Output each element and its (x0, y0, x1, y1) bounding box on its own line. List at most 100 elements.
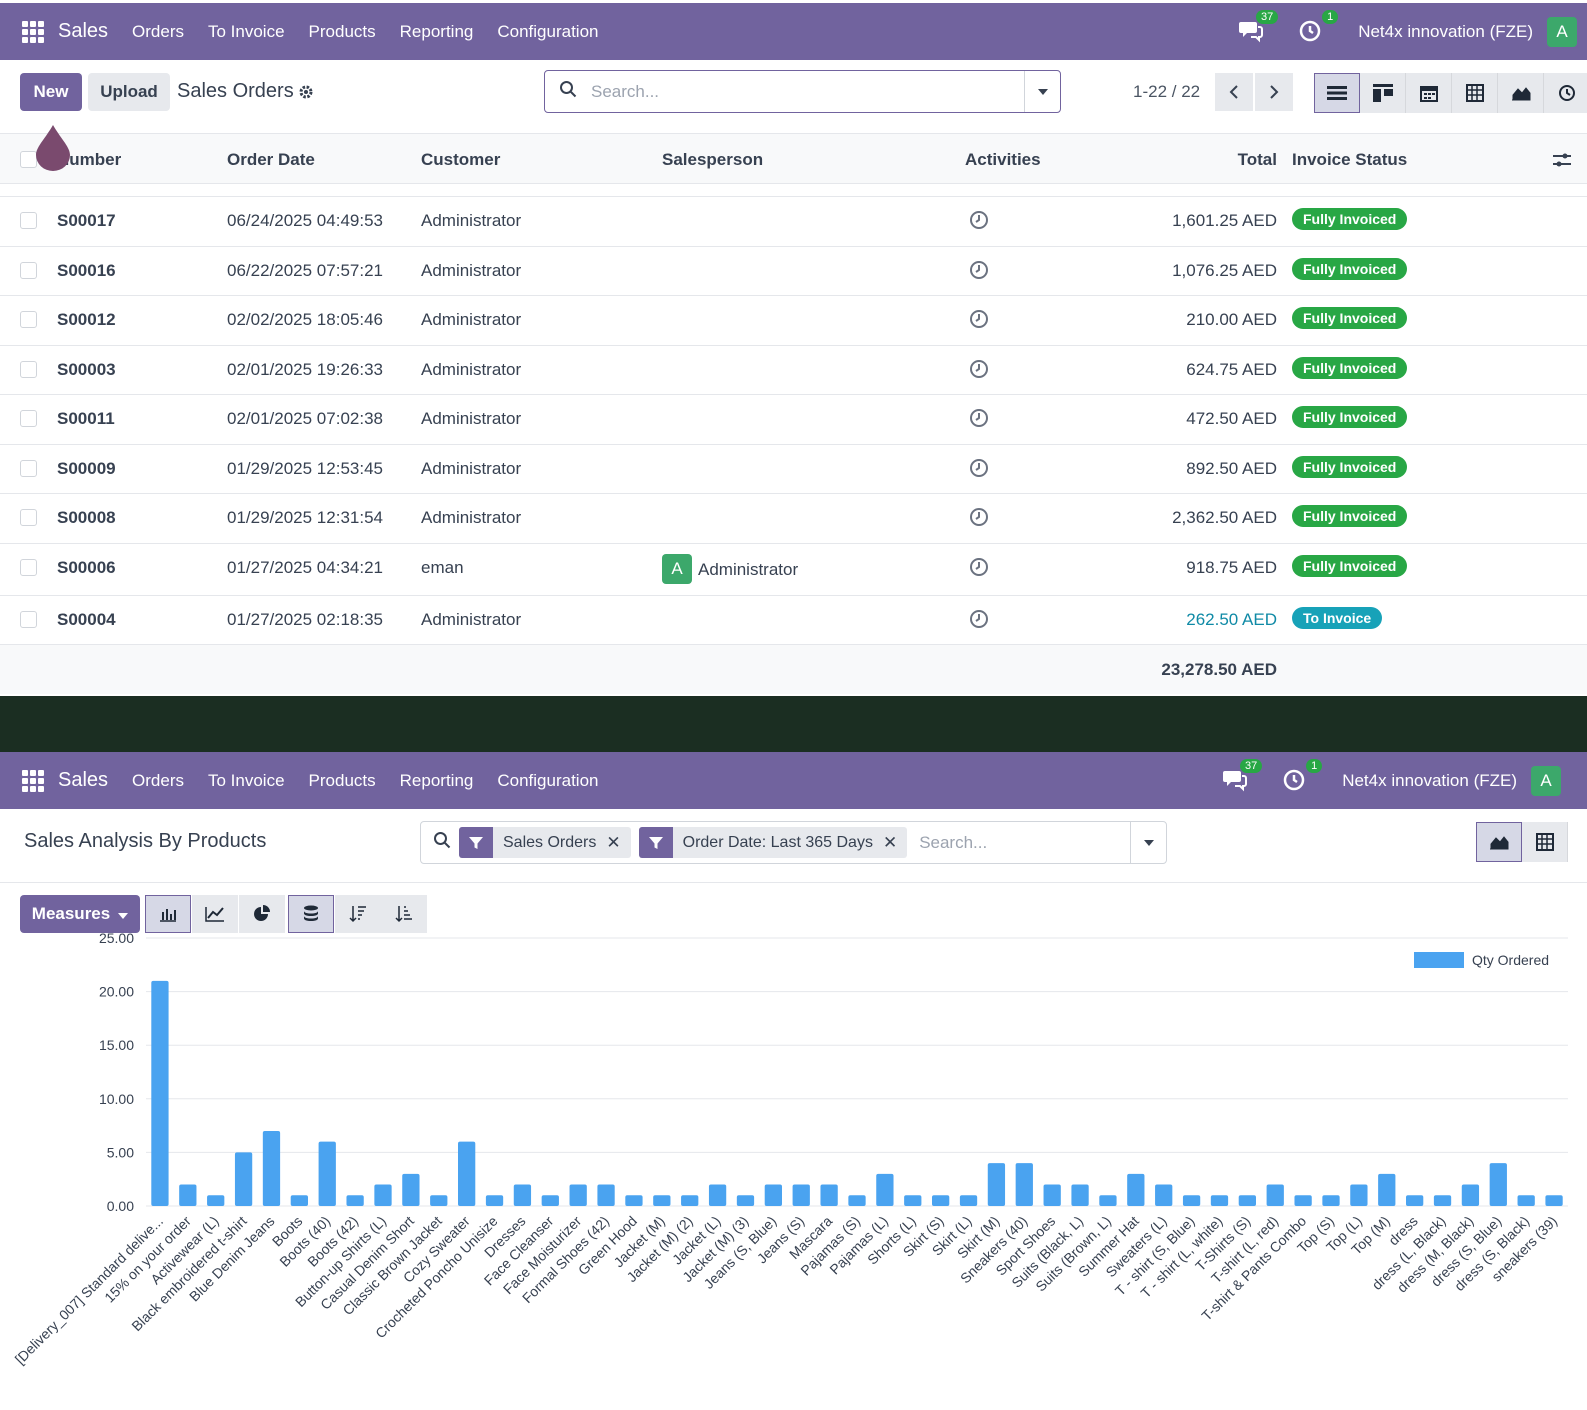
row-checkbox[interactable] (20, 410, 37, 427)
row-checkbox[interactable] (20, 509, 37, 526)
pivot-view-button[interactable] (1522, 822, 1568, 862)
bar-31[interactable] (1015, 1163, 1033, 1206)
table-row[interactable]: S00016 06/22/2025 07:57:21 Administrator 1,… (0, 247, 1587, 296)
row-checkbox[interactable] (20, 212, 37, 229)
menu-to-invoice[interactable]: To Invoice (208, 21, 285, 41)
legend-swatch[interactable] (1414, 952, 1464, 968)
column-order-date[interactable]: Order Date (227, 150, 315, 169)
menu-orders[interactable]: Orders (132, 21, 184, 41)
bar-49[interactable] (1517, 1195, 1535, 1206)
bar-40[interactable] (1266, 1184, 1284, 1206)
menu-to-invoice[interactable]: To Invoice (208, 770, 285, 790)
menu-reporting[interactable]: Reporting (399, 770, 474, 790)
bar-39[interactable] (1238, 1195, 1256, 1206)
bar-41[interactable] (1294, 1195, 1312, 1206)
menu-products[interactable]: Products (308, 770, 376, 790)
bar-16[interactable] (597, 1184, 615, 1206)
row-checkbox[interactable] (20, 360, 37, 378)
bar-2[interactable] (207, 1195, 225, 1206)
bar-23[interactable] (792, 1184, 810, 1206)
bar-29[interactable] (959, 1195, 978, 1206)
bar-37[interactable] (1182, 1195, 1201, 1206)
legend-label[interactable]: Qty Ordered (1472, 952, 1549, 968)
menu-products[interactable]: Products (308, 21, 376, 41)
table-row[interactable]: S00003 02/01/2025 19:26:33 Administrator 62… (0, 346, 1587, 395)
bar-11[interactable] (458, 1141, 476, 1206)
column-activities[interactable]: Activities (965, 150, 1041, 169)
table-row[interactable]: S00012 02/02/2025 18:05:46 Administrator 21… (0, 296, 1587, 346)
column-settings-icon[interactable] (1553, 152, 1571, 173)
graph-view-button[interactable] (1476, 822, 1522, 862)
list-view-button[interactable] (1314, 73, 1360, 113)
bar-27[interactable] (904, 1195, 922, 1206)
bar-26[interactable] (876, 1173, 894, 1206)
company-name[interactable]: Net4x innovation (FZE) (1358, 21, 1533, 41)
search-options-toggle[interactable] (1024, 71, 1060, 112)
column-customer[interactable]: Customer (421, 150, 501, 169)
activity-view-button[interactable] (1544, 73, 1587, 113)
sort-ascending-button[interactable] (381, 895, 427, 933)
activity-clock-icon[interactable] (969, 359, 989, 384)
bar-0[interactable] (151, 980, 169, 1206)
bar-22[interactable] (764, 1184, 782, 1206)
table-row[interactable]: S00009 01/29/2025 12:53:45 Administrator 89… (0, 445, 1587, 494)
pie-chart-button[interactable] (239, 895, 285, 933)
table-row[interactable]: S00011 02/01/2025 07:02:38 Administrator 47… (0, 395, 1587, 445)
column-invoice-status[interactable]: Invoice Status (1292, 150, 1408, 169)
search-input[interactable]: Search... (919, 832, 988, 852)
search-options-toggle[interactable] (1130, 822, 1166, 863)
bar-4[interactable] (262, 1130, 281, 1206)
menu-configuration[interactable]: Configuration (497, 770, 599, 790)
bar-25[interactable] (848, 1195, 866, 1206)
bar-14[interactable] (541, 1195, 559, 1206)
activity-clock-icon[interactable] (969, 609, 989, 634)
activities-clock-icon[interactable]: 1 (1298, 9, 1339, 45)
app-brand[interactable]: Sales (58, 20, 109, 42)
measures-button[interactable]: Measures (20, 895, 140, 933)
line-chart-button[interactable] (192, 895, 238, 933)
activity-clock-icon[interactable] (969, 210, 989, 235)
company-name[interactable]: Net4x innovation (FZE) (1342, 770, 1517, 790)
bar-18[interactable] (653, 1195, 671, 1206)
menu-configuration[interactable]: Configuration (497, 21, 599, 41)
bar-38[interactable] (1210, 1195, 1229, 1206)
apps-grid-icon[interactable] (22, 20, 44, 43)
bar-48[interactable] (1489, 1163, 1507, 1206)
select-all-checkbox[interactable] (20, 151, 37, 168)
menu-reporting[interactable]: Reporting (399, 21, 474, 41)
table-row[interactable]: S00017 06/24/2025 04:49:53 Administrator 1,… (0, 197, 1587, 247)
row-checkbox[interactable] (20, 261, 37, 279)
row-checkbox[interactable] (20, 459, 37, 477)
bar-21[interactable] (736, 1195, 755, 1206)
row-checkbox[interactable] (20, 610, 37, 628)
bar-chart-button[interactable] (145, 895, 191, 933)
activity-clock-icon[interactable] (969, 458, 989, 483)
bar-42[interactable] (1322, 1195, 1340, 1206)
pager-prev-button[interactable] (1215, 73, 1253, 111)
messages-icon[interactable]: 37 (1222, 758, 1263, 794)
kanban-view-button[interactable] (1360, 73, 1406, 113)
table-row[interactable]: S00004 01/27/2025 02:18:35 Administrator 26… (0, 596, 1587, 645)
apps-grid-icon[interactable] (22, 769, 44, 792)
pivot-view-button[interactable] (1452, 73, 1498, 113)
bar-44[interactable] (1378, 1173, 1396, 1206)
messages-icon[interactable]: 37 (1238, 9, 1279, 45)
bar-46[interactable] (1433, 1195, 1452, 1206)
bar-47[interactable] (1461, 1184, 1480, 1206)
row-checkbox[interactable] (20, 558, 37, 576)
bar-5[interactable] (290, 1195, 308, 1206)
search-input[interactable]: Search... (591, 81, 660, 101)
bar-19[interactable] (681, 1195, 699, 1206)
bar-36[interactable] (1155, 1184, 1173, 1206)
app-brand[interactable]: Sales (58, 769, 109, 791)
bar-45[interactable] (1406, 1195, 1424, 1206)
bar-34[interactable] (1099, 1195, 1117, 1206)
activities-clock-icon[interactable]: 1 (1282, 758, 1323, 794)
stacked-button[interactable] (288, 895, 334, 933)
activity-clock-icon[interactable] (969, 408, 989, 433)
gear-icon[interactable] (298, 84, 314, 105)
menu-orders[interactable]: Orders (132, 770, 184, 790)
calendar-view-button[interactable] (1406, 73, 1452, 113)
bar-9[interactable] (402, 1173, 420, 1206)
activity-clock-icon[interactable] (969, 507, 989, 532)
